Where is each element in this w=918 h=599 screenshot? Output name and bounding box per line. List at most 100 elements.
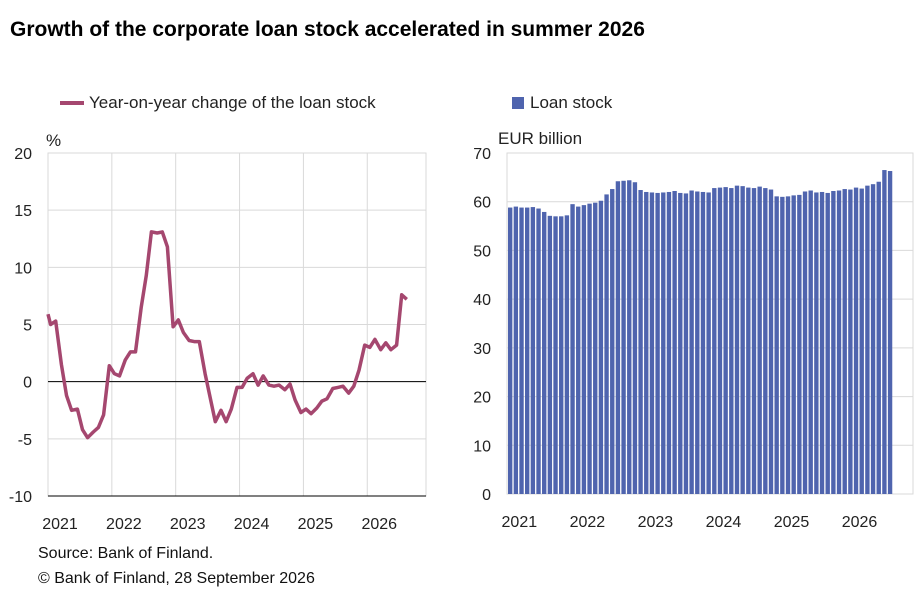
legend-yoy: Year-on-year change of the loan stock — [60, 93, 376, 113]
loan-stock-bar — [780, 196, 785, 494]
line-y-tick-label: 5 — [23, 318, 32, 335]
loan-stock-bar — [825, 192, 830, 494]
legend-loan-stock-label: Loan stock — [530, 93, 613, 112]
bar-y-tick-label: 30 — [473, 341, 491, 358]
line-x-tick-label: 2021 — [42, 516, 78, 533]
loan-stock-bar — [547, 215, 553, 494]
loan-stock-bar — [848, 189, 853, 495]
loan-stock-bar — [621, 180, 626, 494]
line-y-tick-label: -5 — [18, 432, 32, 449]
loan-stock-bar — [734, 185, 740, 494]
bar-x-tick-label: 2026 — [842, 514, 878, 531]
bar-y-tick-label: 10 — [473, 438, 491, 455]
loan-stock-bar — [661, 192, 666, 494]
yoy-change-line — [46, 230, 408, 440]
loan-stock-bar — [797, 194, 802, 494]
loan-stock-bar — [859, 188, 864, 494]
loan-stock-bar — [853, 187, 859, 494]
loan-stock-bar — [610, 189, 615, 495]
source-note: Source: Bank of Finland. — [38, 545, 214, 562]
loan-stock-bar — [508, 207, 513, 494]
loan-stock-bar — [842, 189, 847, 495]
loan-stock-bar — [814, 192, 819, 494]
loan-stock-bar — [672, 191, 677, 494]
bar-x-tick-label: 2022 — [570, 514, 606, 531]
right-y-unit: EUR billion — [498, 129, 583, 148]
loan-stock-bar — [836, 190, 842, 494]
loan-stock-bar — [530, 207, 536, 494]
bar-x-tick-label: 2021 — [502, 514, 538, 531]
loan-stock-bar — [802, 191, 808, 495]
bar-x-tick-label: 2024 — [706, 514, 742, 531]
bar-x-tick-label: 2025 — [774, 514, 810, 531]
legend-loan-stock: Loan stock — [512, 93, 612, 113]
loan-stock-bar — [576, 206, 581, 494]
loan-stock-bar — [604, 194, 609, 494]
loan-stock-bar — [564, 215, 570, 494]
loan-stock-bar — [717, 187, 723, 494]
loan-stock-bar — [627, 180, 632, 494]
loan-stock-bar — [870, 184, 876, 494]
loan-stock-bar — [729, 188, 734, 494]
chart-title: Growth of the corporate loan stock accel… — [10, 18, 645, 41]
bar-y-tick-label: 50 — [473, 243, 491, 260]
legend-line-swatch — [60, 101, 84, 105]
loan-stock-bar — [887, 171, 893, 494]
bar-y-tick-label: 20 — [473, 390, 491, 407]
loan-stock-bar — [876, 181, 881, 495]
loan-stock-bar — [587, 203, 592, 494]
bar-y-tick-label: 0 — [482, 487, 491, 504]
loan-stock-bar — [581, 205, 587, 494]
line-y-tick-label: -10 — [9, 489, 32, 506]
legend-yoy-label: Year-on-year change of the loan stock — [89, 93, 376, 112]
bar-x-tick-label: 2023 — [638, 514, 674, 531]
loan-stock-bar — [649, 192, 655, 494]
loan-stock-bar — [757, 186, 762, 495]
line-x-tick-label: 2025 — [298, 516, 334, 533]
loan-stock-bar — [808, 190, 813, 494]
loan-stock-bar — [865, 185, 870, 494]
line-x-tick-label: 2024 — [234, 516, 270, 533]
loan-stock-bar — [819, 191, 825, 494]
line-y-tick-label: 10 — [14, 260, 32, 277]
loan-stock-bar — [519, 207, 524, 494]
loan-stock-bar — [700, 191, 706, 494]
copyright-note: © Bank of Finland, 28 September 2026 — [38, 570, 315, 587]
loan-stock-bar — [536, 208, 541, 494]
loan-stock-bar — [666, 191, 672, 494]
line-x-tick-label: 2026 — [361, 516, 397, 533]
loan-stock-bar — [723, 187, 728, 494]
loan-stock-bar — [678, 192, 683, 494]
line-y-tick-label: 20 — [14, 146, 32, 163]
loan-stock-bar — [525, 207, 530, 494]
loan-stock-bar — [638, 190, 643, 494]
bar-y-tick-label: 60 — [473, 195, 491, 212]
loan-stock-bar — [593, 202, 598, 494]
loan-stock-bar — [831, 191, 836, 494]
loan-stock-bar — [712, 188, 717, 494]
line-y-tick-label: 0 — [23, 375, 32, 392]
left-y-unit: % — [46, 131, 62, 150]
loan-stock-bar — [615, 181, 621, 494]
loan-stock-bar — [632, 182, 638, 495]
loan-stock-bar — [559, 216, 564, 494]
legend-bar-swatch — [512, 97, 524, 109]
loan-stock-bar — [763, 188, 768, 494]
loan-stock-bar — [882, 170, 887, 495]
loan-stock-bar — [689, 190, 694, 494]
loan-stock-bar — [513, 206, 519, 494]
bar-y-tick-label: 40 — [473, 292, 491, 309]
line-x-tick-label: 2023 — [170, 516, 206, 533]
loan-stock-bar — [655, 192, 660, 494]
loan-stock-bar — [598, 200, 604, 495]
loan-stock-bar — [785, 196, 791, 495]
loan-stock-bar — [570, 204, 575, 494]
loan-stock-bar — [542, 211, 547, 494]
line-x-tick-label: 2022 — [106, 516, 142, 533]
loan-stock-bar — [751, 188, 757, 494]
loan-stock-bar — [774, 196, 779, 495]
loan-stock-bar — [746, 187, 751, 494]
loan-stock-bar — [683, 193, 689, 494]
loan-stock-bar — [768, 189, 774, 495]
